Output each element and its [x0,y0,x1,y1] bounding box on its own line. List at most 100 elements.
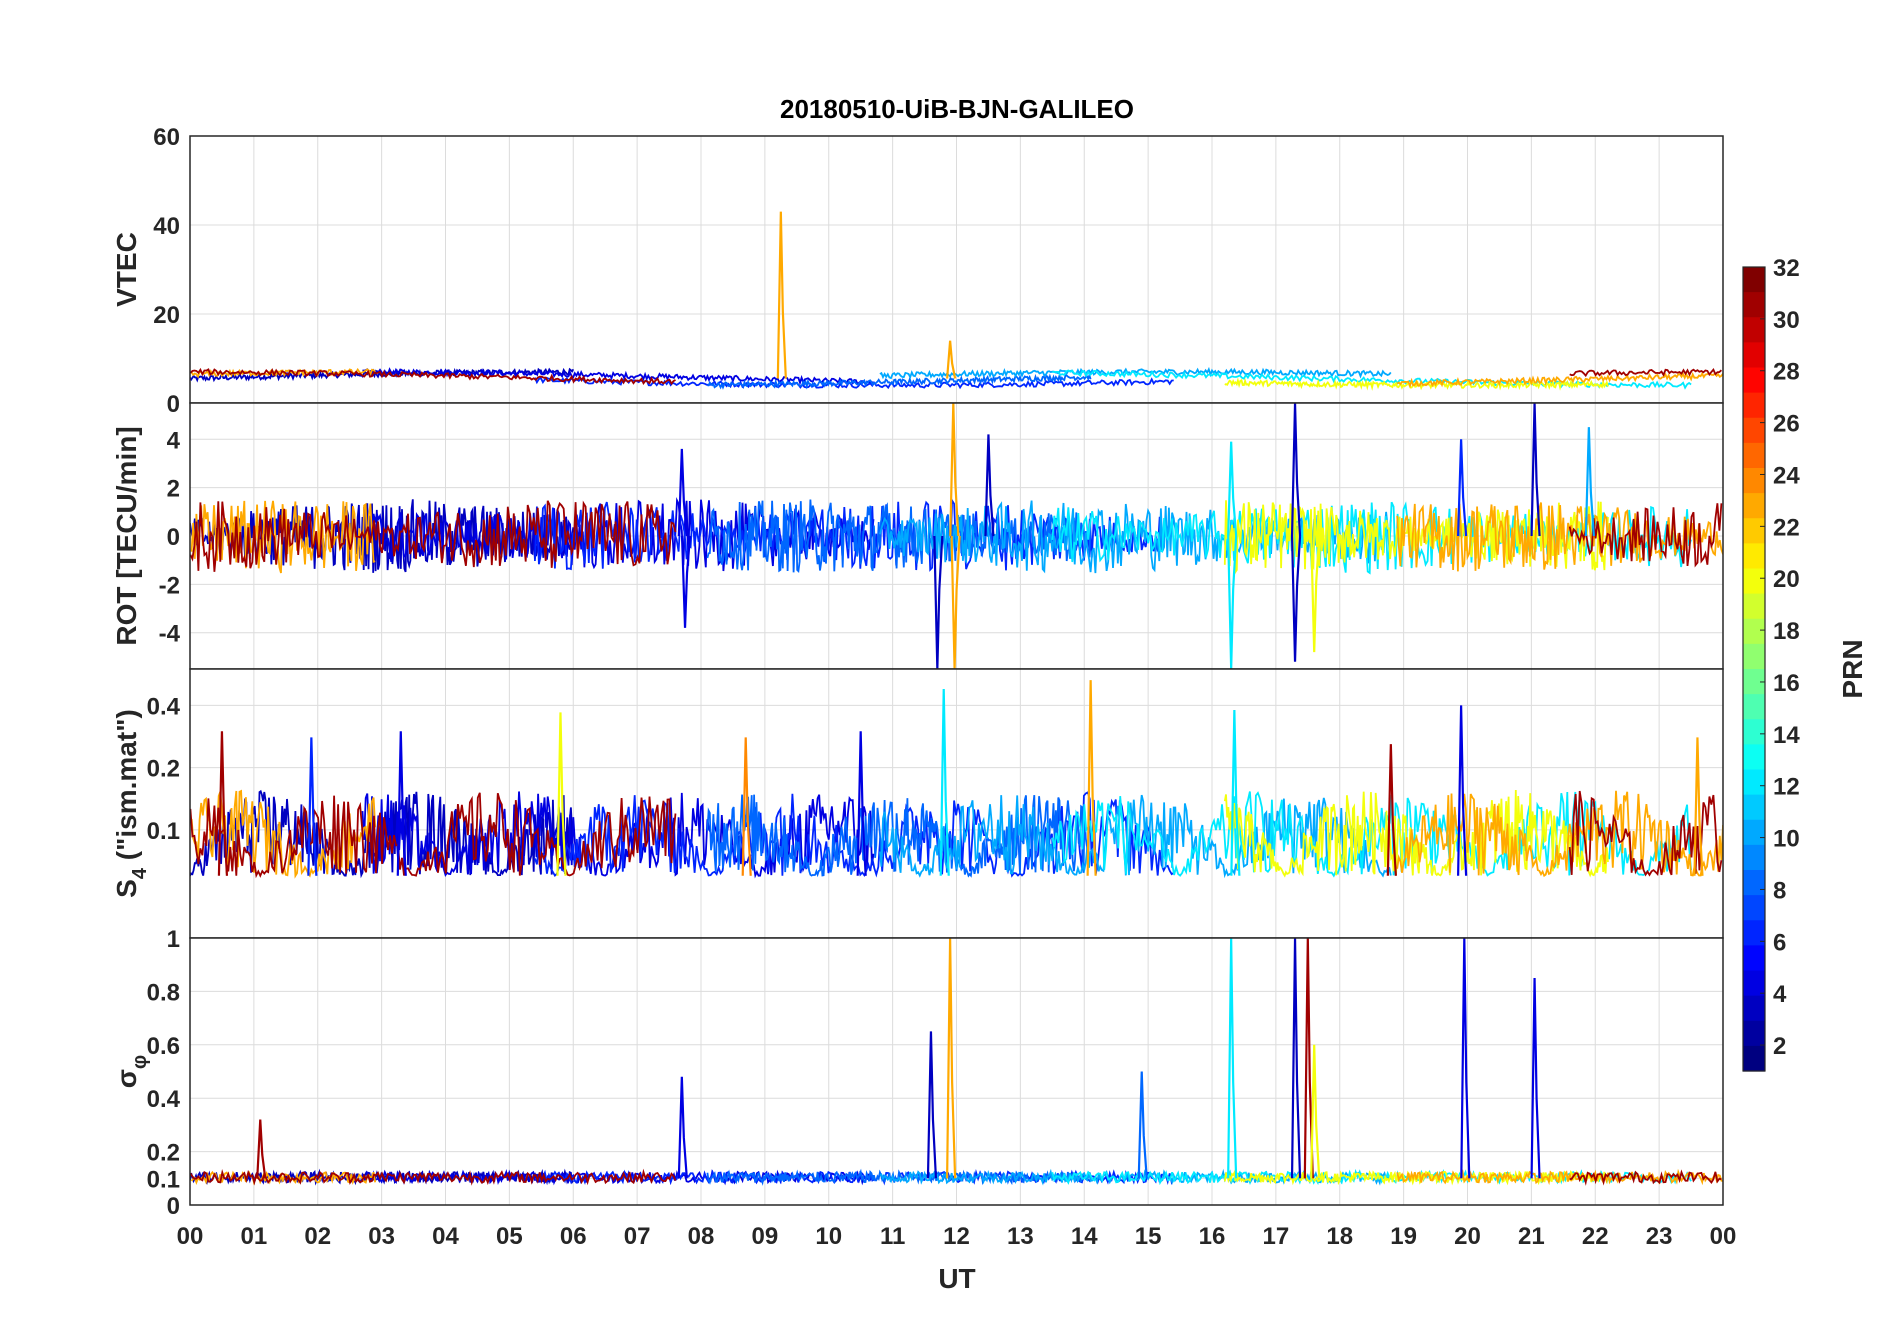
vtec-spike-0 [776,211,787,379]
sigma_phi-ytick-label: 0 [167,1193,180,1220]
colorbar-segment [1743,819,1765,846]
sigma_phi-series-prn-8 [706,1168,1092,1186]
x-tick-label: 06 [560,1223,587,1250]
s4-spike-7 [1086,680,1097,876]
colorbar-segment [1743,367,1765,394]
x-tick-label: 09 [752,1223,779,1250]
s4-spike-8 [1230,709,1241,876]
rot-ytick-label: 0 [167,524,180,551]
x-tick-label: 04 [432,1223,459,1250]
x-tick-label: 18 [1326,1223,1353,1250]
s4-series-prn-8 [706,794,1092,878]
x-tick-label: 22 [1582,1223,1609,1250]
rot-series-prn-3 [190,499,575,573]
sigma_phi-ytick-label: 0.2 [147,1140,180,1167]
s4-series-prn-10 [879,794,1392,879]
rot-spike-7 [1290,403,1302,537]
vtec-series-prn-20 [1224,377,1609,391]
colorbar-segment [1743,643,1765,670]
rot-spike-4 [933,535,944,669]
s4-series-prn-31 [190,790,1723,879]
colorbar-segment [1743,669,1765,695]
x-tick-label: 23 [1646,1223,1673,1250]
panel-s4: 0.1 0.2 0.4S4 ("ism.mat") [111,668,1724,939]
colorbar-segment [1743,895,1765,921]
colorbar-tick-label: 8 [1773,877,1786,904]
colorbar-segment [1743,317,1765,343]
colorbar-frame [1742,266,1766,1072]
sigma_phi-ylabel-sub: φ [129,1055,151,1069]
x-tick-label: 13 [1007,1223,1034,1250]
x-tick-label: 19 [1390,1223,1417,1250]
sigma_phi-ytick-label: 0.6 [147,1033,180,1060]
s4-ytick-label: 0.1 [147,818,180,845]
s4-ylabel: S4 ("ism.mat") [111,709,151,898]
x-tick-label: 12 [943,1223,970,1250]
colorbar-segment [1743,694,1765,720]
vtec-ytick-label: 20 [153,302,180,329]
chart-title: 20180510-UiB-BJN-GALILEO [780,94,1134,124]
s4-spike-6 [939,689,950,876]
s4-ytick-label: 0.4 [147,693,181,720]
rot-spike-8 [1290,535,1302,662]
colorbar-segment [1743,468,1765,494]
sigma_phi-spike-5 [1290,938,1302,1179]
colorbar-tick-label: 10 [1773,826,1800,853]
colorbar-tick-label: 16 [1773,670,1800,697]
sigma_phi-spike-4 [1227,938,1238,1179]
vtec-ytick-label: 40 [153,213,180,240]
s4-spike-11 [1693,737,1704,876]
x-tick-label: 00 [1710,1223,1737,1250]
s4-spike-3 [556,712,567,876]
sigma_phi-spike-10 [1137,1071,1148,1179]
s4-ytick-label: 0.2 [147,756,180,783]
x-tick-label: 07 [624,1223,651,1250]
vtec-ytick-label: 60 [153,124,180,151]
sigma_phi-series-prn-23 [190,1168,1723,1186]
rot-spike-9 [1310,535,1321,653]
colorbar-segment [1743,267,1765,293]
rot-ytick-label: 2 [167,476,180,503]
x-tick-label: 17 [1263,1223,1290,1250]
s4-series-prn-6 [534,790,1175,878]
colorbar-segment [1743,493,1765,519]
colorbar-segment [1743,543,1765,570]
colorbar-segment [1743,844,1765,871]
colorbar-segment [1743,870,1765,896]
colorbar-segment [1743,292,1765,318]
x-tick-label: 15 [1135,1223,1162,1250]
panel-rot: -4 -2 0 2 4 ROT [TECU/min] [111,402,1724,670]
x-tick-label: 05 [496,1223,523,1250]
sigma_phi-spike-1 [677,1076,688,1179]
sigma_phi-spike-8 [1460,938,1471,1179]
s4-spike-2 [396,731,407,876]
sigma_phi-spike-3 [926,1031,938,1179]
s4-series [190,680,1723,879]
rot-ytick-label: -2 [159,572,180,599]
x-tick-label: 14 [1071,1223,1098,1250]
colorbar-segment [1743,744,1765,771]
sigma_phi-ylabel-main: σ [111,1069,142,1088]
panel-vtec: 0 20 40 60 VTEC [111,124,1724,418]
panel-sigma_phi: 00.10.2 0.4 0.6 0.8 1 σφ [111,926,1724,1220]
sigma_phi-ytick-label: 1 [167,926,180,953]
colorbar-segment [1743,769,1765,796]
colorbar-segment [1743,1045,1765,1072]
rot-spike-12 [1457,439,1468,537]
colorbar-segment [1743,392,1765,419]
colorbar-tick-label: 28 [1773,359,1800,386]
rot-spike-6 [1227,441,1238,537]
x-tick-label: 00 [177,1223,204,1250]
sigma_phi-ytick-label: 0.1 [147,1166,180,1193]
colorbar-tick-label: 22 [1773,514,1800,541]
x-tick-label: 10 [815,1223,842,1250]
colorbar-segment [1743,342,1765,369]
vtec-series-prn-10 [879,366,1392,380]
rot-series-prn-31 [190,500,1723,572]
x-tick-label: 20 [1454,1223,1481,1250]
colorbar-segment [1743,794,1765,821]
colorbar-segment [1743,945,1765,972]
colorbar-tick-label: 30 [1773,307,1800,334]
colorbar-tick-label: 26 [1773,411,1800,438]
rot-spike-5 [1227,535,1238,669]
